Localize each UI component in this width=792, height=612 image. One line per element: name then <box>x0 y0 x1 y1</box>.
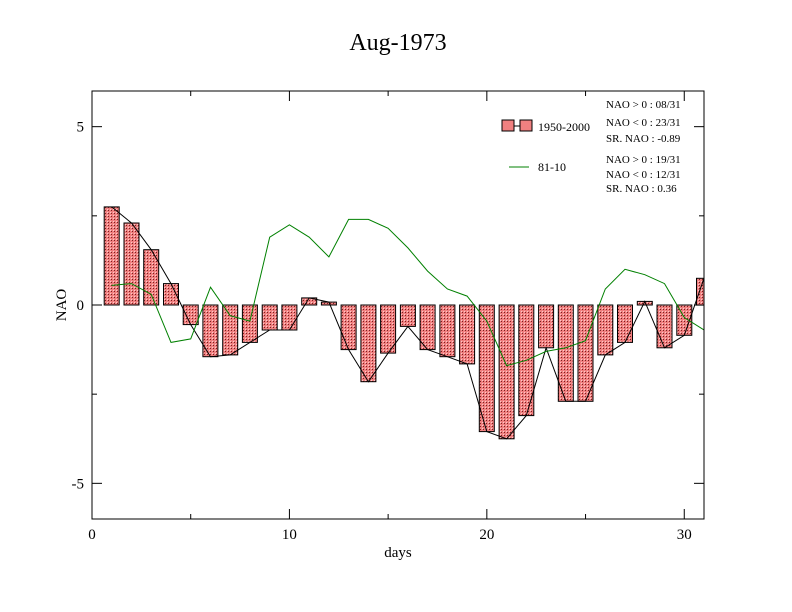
bar <box>696 277 704 306</box>
bar <box>617 304 633 343</box>
bar <box>577 304 594 402</box>
legend-label-81-10: 81-10 <box>538 160 566 174</box>
plot-area <box>103 206 704 440</box>
legend-swatch-bar-2 <box>519 119 533 132</box>
x-tick-label: 0 <box>88 527 96 543</box>
y-axis-label: NAO <box>54 289 70 322</box>
bar-connector-line <box>111 206 704 440</box>
bar <box>281 304 298 331</box>
stat-line: NAO < 0 : 23/31 <box>606 117 681 129</box>
x-tick-label: 30 <box>677 527 692 543</box>
stat-line: NAO < 0 : 12/31 <box>606 169 681 181</box>
chart-title: Aug-1973 <box>349 30 446 56</box>
bar <box>103 206 120 306</box>
bar <box>360 304 377 383</box>
legend-swatch-bar <box>501 119 515 132</box>
bar <box>261 304 278 331</box>
x-axis-label: days <box>384 545 412 561</box>
stats-81-10: NAO > 0 : 19/31 NAO < 0 : 12/31 SR. NAO … <box>606 154 681 195</box>
bar <box>123 222 140 306</box>
bar <box>399 304 416 327</box>
legend: 1950-2000 81-10 NAO > 0 : 08/31 NAO < 0 … <box>501 99 681 195</box>
bar <box>241 304 258 343</box>
stat-line: NAO > 0 : 08/31 <box>606 99 681 111</box>
x-tick-label: 20 <box>479 527 494 543</box>
bar <box>498 304 515 440</box>
x-tick-label: 10 <box>282 527 297 543</box>
bar <box>439 304 456 358</box>
bar <box>222 304 239 356</box>
legend-item-81-10: 81-10 <box>509 160 566 174</box>
bar <box>656 304 673 349</box>
stats-1950-2000: NAO > 0 : 08/31 NAO < 0 : 23/31 SR. NAO … <box>606 99 681 145</box>
bar <box>459 304 476 365</box>
axes: 0 10 20 30 -5 0 5 <box>72 91 704 543</box>
y-tick-label: -5 <box>72 476 85 492</box>
bar <box>340 304 357 351</box>
y-tick-label: 0 <box>77 298 85 314</box>
stat-line: SR. NAO : 0.36 <box>606 183 677 195</box>
y-tick-label: 5 <box>77 120 85 136</box>
legend-item-1950-2000: 1950-2000 <box>501 119 590 134</box>
series-line-81-10 <box>111 218 704 367</box>
bar <box>538 304 555 349</box>
stat-line: SR. NAO : -0.89 <box>606 133 681 145</box>
legend-label-1950-2000: 1950-2000 <box>538 120 590 134</box>
bar <box>597 304 614 356</box>
stat-line: NAO > 0 : 19/31 <box>606 154 681 166</box>
